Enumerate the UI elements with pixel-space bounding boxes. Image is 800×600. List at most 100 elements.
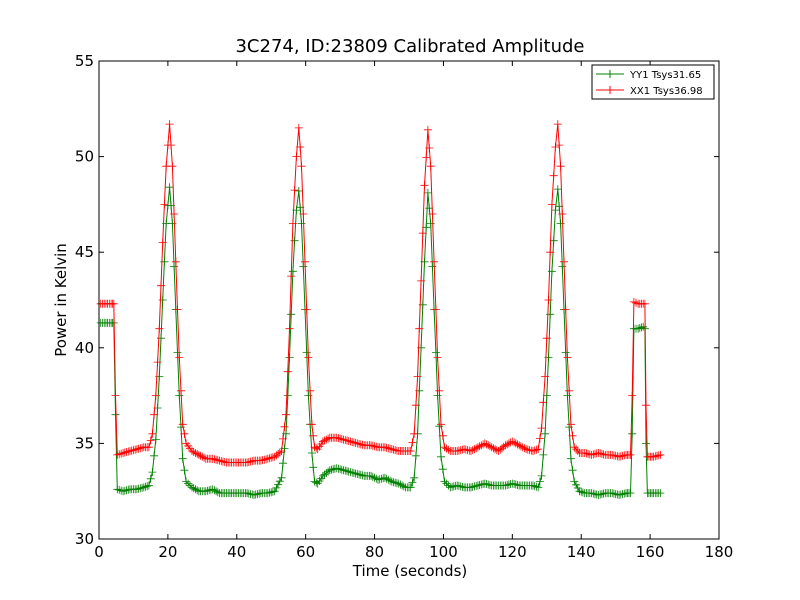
data-point — [346, 437, 355, 446]
data-point — [387, 445, 396, 454]
data-point — [558, 210, 567, 218]
data-point — [327, 465, 336, 474]
data-point — [304, 391, 313, 400]
data-point — [168, 219, 177, 228]
data-point — [634, 324, 643, 333]
data-point — [515, 441, 524, 450]
data-point — [160, 200, 169, 209]
data-point — [150, 451, 159, 460]
data-point — [294, 123, 303, 132]
data-point — [170, 210, 179, 218]
data-point — [420, 181, 429, 190]
y-tick-label: 40 — [75, 339, 94, 357]
data-point — [129, 446, 138, 455]
data-point — [132, 485, 141, 494]
data-point — [267, 453, 276, 462]
data-point — [157, 281, 165, 290]
data-point — [608, 450, 617, 459]
data-point — [597, 490, 606, 499]
data-point — [320, 436, 329, 445]
data-point — [535, 434, 544, 443]
data-point — [198, 452, 207, 461]
data-point — [148, 429, 157, 438]
x-tick-label: 160 — [636, 543, 665, 561]
data-point — [435, 386, 444, 395]
data-point — [428, 210, 437, 218]
data-point — [503, 440, 512, 449]
data-point — [353, 470, 362, 478]
data-point — [268, 453, 277, 462]
data-point — [165, 183, 174, 192]
data-point — [370, 442, 379, 451]
data-point — [280, 422, 289, 431]
data-point — [343, 467, 351, 476]
data-point — [270, 487, 279, 496]
data-point — [473, 481, 482, 490]
data-point — [482, 480, 491, 488]
data-point — [620, 451, 629, 460]
x-tick-label: 0 — [94, 543, 104, 561]
data-point — [115, 485, 124, 494]
data-point — [572, 445, 581, 454]
data-point — [153, 358, 162, 367]
data-point — [411, 401, 420, 410]
data-point — [374, 475, 382, 484]
data-point — [275, 448, 284, 457]
data-point — [351, 438, 360, 447]
data-point — [389, 445, 398, 454]
data-point — [430, 257, 439, 266]
data-point — [615, 491, 624, 499]
data-point — [191, 449, 200, 457]
x-tick-label: 120 — [498, 543, 527, 561]
data-point — [253, 490, 262, 499]
data-point — [138, 443, 147, 452]
data-point — [294, 187, 303, 195]
data-point — [454, 446, 463, 455]
data-point — [534, 445, 543, 454]
data-point — [346, 468, 355, 477]
data-point — [510, 480, 519, 488]
data-point — [177, 386, 185, 395]
data-point — [306, 386, 315, 395]
data-point — [119, 487, 128, 496]
data-point — [318, 437, 327, 446]
data-point — [120, 448, 129, 457]
data-point — [297, 219, 306, 228]
data-point — [138, 483, 147, 492]
data-point — [131, 445, 140, 454]
data-point — [444, 445, 453, 454]
data-point — [399, 482, 408, 491]
legend-marker-xx1 — [606, 86, 614, 94]
data-point — [307, 449, 316, 457]
y-tick-label: 35 — [75, 434, 94, 452]
data-point — [642, 439, 650, 448]
data-point — [310, 443, 319, 452]
data-point — [134, 484, 143, 493]
data-point — [109, 299, 118, 308]
data-point — [396, 480, 405, 489]
data-point — [558, 262, 567, 271]
data-point — [292, 152, 301, 161]
data-point — [532, 482, 541, 491]
data-point — [208, 485, 217, 494]
data-point — [134, 444, 143, 453]
data-point — [651, 452, 660, 461]
data-point — [287, 272, 296, 281]
data-point — [529, 447, 537, 455]
data-point — [168, 162, 177, 171]
plot-marks — [96, 120, 665, 499]
data-point — [437, 452, 445, 461]
series-xx1 — [96, 120, 665, 467]
data-point — [423, 188, 432, 197]
data-point — [413, 372, 422, 381]
data-point — [542, 334, 551, 343]
data-point — [120, 486, 129, 495]
data-point — [150, 410, 159, 419]
data-point — [537, 471, 546, 480]
data-point — [173, 305, 182, 314]
data-point — [344, 467, 353, 476]
data-point — [575, 487, 584, 496]
series-yy1 — [96, 183, 665, 499]
y-tick-label: 50 — [75, 148, 94, 166]
data-point — [122, 486, 131, 495]
